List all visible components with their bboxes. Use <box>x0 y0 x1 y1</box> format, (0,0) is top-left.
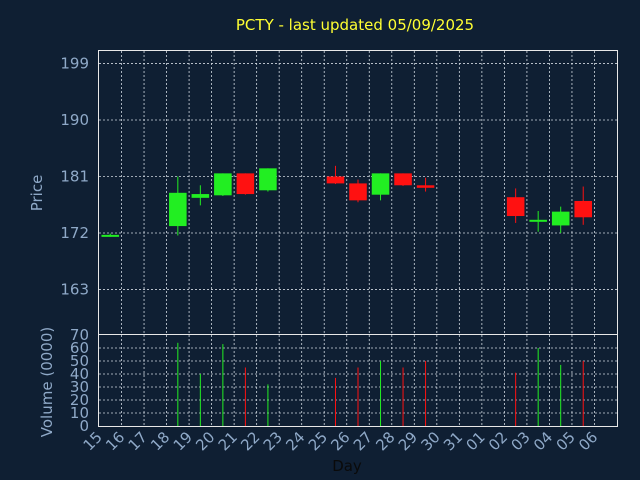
candle-body <box>101 234 120 237</box>
candle-body <box>529 219 547 222</box>
volume-axis-label: Volume (0000) <box>38 327 56 437</box>
candle <box>349 179 367 203</box>
price-y-tick-label: 163 <box>60 280 89 298</box>
candle <box>214 173 232 196</box>
price-y-tick-label: 190 <box>60 111 89 129</box>
x-tick-label: 06 <box>575 428 601 454</box>
price-grid <box>99 51 617 334</box>
price-y-tick-label: 181 <box>60 167 89 185</box>
x-tick-labels: 1516171819202122232425262728293031010203… <box>80 428 602 454</box>
volume-panel-frame <box>98 334 618 427</box>
candle <box>416 177 435 192</box>
volume-y-tick-label: 30 <box>70 378 89 396</box>
candle <box>394 173 412 186</box>
candle <box>529 211 547 232</box>
candle-body <box>551 211 570 226</box>
candle-body <box>169 192 187 227</box>
chart-title: PCTY - last updated 05/09/2025 <box>236 16 474 34</box>
candle <box>326 165 345 185</box>
candle-body <box>214 173 232 196</box>
candle <box>169 176 187 236</box>
candle-body <box>394 173 412 186</box>
volume-y-tick-label: 60 <box>70 339 89 357</box>
candles <box>101 165 593 237</box>
candle <box>551 206 570 233</box>
volume-y-tick-label: 0 <box>79 417 89 435</box>
volume-y-tick-label: 10 <box>70 404 89 422</box>
volume-bars <box>177 342 584 426</box>
candle-body <box>191 194 210 198</box>
candle-body <box>371 173 390 195</box>
candle-body <box>349 183 367 201</box>
volume-y-tick-label: 50 <box>70 352 89 370</box>
volume-grid <box>99 335 617 426</box>
price-y-tick-label: 199 <box>60 55 89 73</box>
candle <box>259 168 277 192</box>
candle-body <box>259 168 277 191</box>
candle-body <box>236 173 255 195</box>
volume-y-tick-label: 40 <box>70 365 89 383</box>
candle <box>371 173 390 201</box>
candle-body <box>506 197 525 217</box>
volume-y-tick-label: 70 <box>70 326 89 344</box>
candle <box>236 173 255 195</box>
price-y-tick-labels: 163 172 181 190 199 <box>60 55 89 299</box>
candle-body <box>416 185 435 188</box>
candle <box>506 188 525 223</box>
x-axis-label: Day <box>332 457 362 475</box>
candle <box>574 186 593 225</box>
price-axis-label: Price <box>28 175 46 212</box>
candle-body <box>326 176 345 184</box>
candle-body <box>574 200 593 218</box>
candle <box>101 233 120 237</box>
price-y-tick-label: 172 <box>60 224 89 242</box>
volume-y-tick-label: 20 <box>70 391 89 409</box>
candle <box>191 185 210 206</box>
